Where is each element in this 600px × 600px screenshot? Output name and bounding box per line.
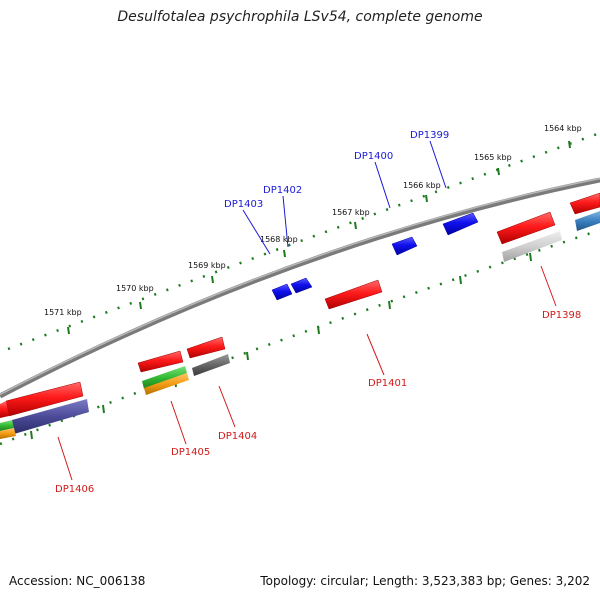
- scale-label: 1564 kbp: [544, 124, 582, 133]
- scale-label: 1566 kbp: [403, 181, 441, 190]
- leader-dp1403: [242, 209, 271, 255]
- cog-bar-green: [142, 366, 187, 389]
- scale-label: 1568 kbp: [260, 235, 298, 244]
- gene-label-dp1406[interactable]: DP1406: [55, 484, 94, 495]
- cog-bar-orange-left: [0, 428, 16, 439]
- leader-dp1404: [218, 385, 236, 428]
- major-tick: [388, 300, 391, 310]
- forward-genes: [271, 212, 479, 301]
- major-tick: [459, 275, 462, 285]
- scale-label: 1567 kbp: [332, 208, 370, 217]
- gene-label-dp1405[interactable]: DP1405: [171, 447, 210, 458]
- major-tick: [246, 351, 249, 361]
- major-tick: [568, 140, 571, 149]
- major-tick: [139, 301, 142, 310]
- major-tick: [497, 167, 500, 176]
- leader-dp1400: [374, 161, 391, 209]
- leader-dp1398: [540, 265, 557, 307]
- genome-backbone-highlight: [0, 177, 600, 396]
- major-tick: [425, 194, 428, 203]
- gene-arrow-dp1398[interactable]: [496, 211, 556, 245]
- major-tick: [283, 249, 286, 258]
- gene-label-dp1403[interactable]: DP1403: [224, 199, 263, 210]
- gene-label-dp1404[interactable]: DP1404: [218, 431, 257, 442]
- cog-bar-orange: [144, 373, 189, 395]
- gene-arrow-dp1405[interactable]: [137, 350, 184, 373]
- scale-label: 1570 kbp: [116, 284, 154, 293]
- scale-label: 1569 kbp: [188, 261, 226, 270]
- gene-arrow-dp1403[interactable]: [271, 283, 293, 301]
- leader-dp1405: [170, 400, 187, 445]
- gene-label-dp1402[interactable]: DP1402: [263, 185, 302, 196]
- cog-bar-purple: [12, 399, 89, 434]
- genome-backbone: [0, 177, 600, 399]
- major-tick: [529, 252, 532, 262]
- major-ticks-inner: [30, 252, 532, 440]
- label-leaders: [57, 140, 557, 481]
- map-title: Desulfotalea psychrophila LSv54, complet…: [117, 9, 483, 25]
- reverse-genes: [0, 192, 600, 418]
- major-ticks-outer: [67, 140, 571, 335]
- cog-bar-steel: [575, 211, 600, 231]
- major-tick: [30, 430, 33, 440]
- gene-arrow-dp1404[interactable]: [186, 336, 226, 359]
- gene-label-dp1401[interactable]: DP1401: [368, 378, 407, 389]
- gene-arrow-dp1401[interactable]: [324, 279, 383, 310]
- gene-labels: DP1399 DP1400 DP1402 DP1403 DP1398 DP140…: [55, 130, 581, 495]
- cog-bar-gray: [192, 354, 230, 376]
- outer-tick-rail: [7, 131, 600, 351]
- gene-arrow-dp1402[interactable]: [290, 277, 313, 294]
- scale-label: 1571 kbp: [44, 308, 82, 317]
- scale-label: 1565 kbp: [474, 153, 512, 162]
- major-tick: [211, 275, 214, 284]
- inner-tick-rail: [0, 228, 600, 446]
- major-tick: [102, 404, 105, 414]
- genome-summary-text: Topology: circular; Length: 3,523,383 bp…: [260, 574, 590, 588]
- gene-arrow-dp1398-b[interactable]: [569, 192, 600, 215]
- major-tick: [317, 325, 320, 335]
- gene-label-dp1398[interactable]: DP1398: [542, 310, 581, 321]
- leader-dp1401: [366, 333, 385, 376]
- cog-bar-green-left: [0, 420, 14, 431]
- gene-arrow-dp1406-edge[interactable]: [0, 401, 9, 418]
- gene-label-dp1399[interactable]: DP1399: [410, 130, 449, 141]
- leader-dp1406: [57, 436, 73, 481]
- scale-labels: 1564 kbp 1565 kbp 1566 kbp 1567 kbp 1568…: [44, 124, 582, 317]
- cog-bar-lightgray: [502, 231, 562, 262]
- leader-dp1399: [429, 140, 447, 189]
- leader-dp1402: [282, 195, 289, 248]
- major-tick: [67, 326, 70, 335]
- accession-text: Accession: NC_006138: [9, 574, 146, 588]
- gene-label-dp1400[interactable]: DP1400: [354, 151, 393, 162]
- cog-layers: [0, 211, 600, 439]
- gene-arrow-dp1400[interactable]: [391, 236, 418, 256]
- major-tick: [354, 221, 357, 230]
- gene-arrow-dp1399[interactable]: [442, 212, 479, 236]
